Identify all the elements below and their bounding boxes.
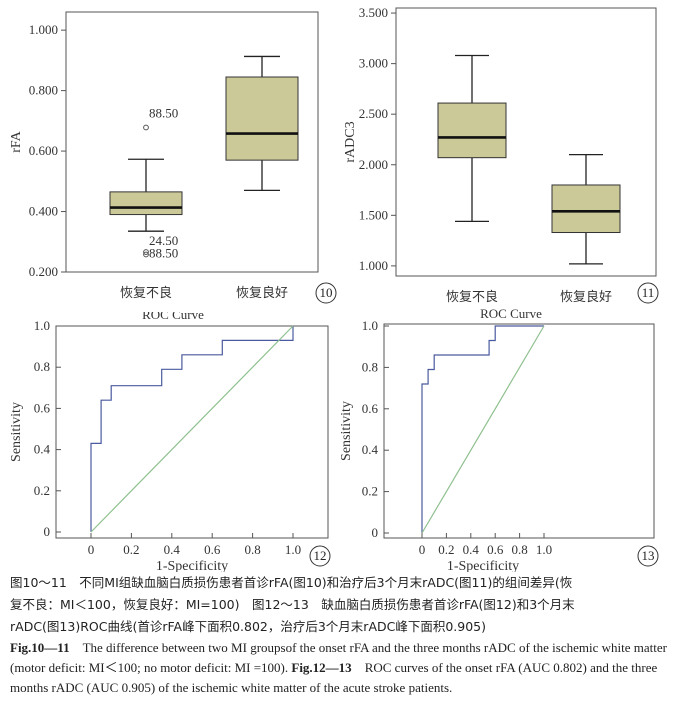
- x-tick-label: 0.2: [123, 542, 139, 557]
- caption-zh-line-1: 图10～11 不同MI组缺血脑白质损伤患者首诊rFA(图10)和治疗后3个月末r…: [10, 575, 573, 590]
- panel-number: 12: [314, 548, 327, 563]
- y-tick-label: 0.4: [34, 442, 51, 457]
- caption-en-fig-label-2: Fig.12—13: [291, 660, 352, 675]
- y-tick-label: 0.8: [362, 359, 378, 374]
- y-tick-label: 1.0: [362, 318, 378, 333]
- boxplot-rfa-chart: 0.2000.4000.6000.8001.000rFA88.5024.5088…: [9, 11, 337, 304]
- x-axis-title: ROC Curve: [480, 306, 542, 321]
- reference-diagonal-line: [421, 325, 545, 534]
- x-tick-label: 1.0: [285, 542, 301, 557]
- x-category-label: 恢复不良: [446, 289, 498, 305]
- x-category-label: 恢复良好: [560, 289, 612, 305]
- roc-curve-line: [421, 325, 544, 533]
- x-tick-label: 0.6: [487, 542, 504, 557]
- y-tick-label: 1.500: [359, 207, 388, 222]
- y-tick-label: 0.200: [29, 264, 58, 279]
- y-tick-label: 0: [44, 524, 51, 539]
- y-tick-label: 3.000: [359, 56, 388, 71]
- y-tick-label: 1.0: [34, 318, 50, 333]
- chart-title: ROC Curve: [142, 312, 204, 322]
- y-tick-label: 1.000: [29, 22, 58, 37]
- x-tick-label: 0.4: [463, 542, 480, 557]
- caption-zh-line-2: 复不良：MI＜100，恢复良好：MI=100) 图12～13 缺血脑白质损伤患者…: [10, 597, 575, 612]
- outlier-label: 88.50: [149, 105, 178, 120]
- outlier-label: 24.50: [149, 233, 178, 248]
- y-tick-label: 2.000: [359, 157, 388, 172]
- roc-rfa-panel: 0 0 0.2 0.2 0.4 0.4 0.6 0.6 0.8 0.8 1.0 1.0 1-Specif…: [0, 312, 338, 572]
- box-iqr: [109, 191, 183, 216]
- y-tick-label: 0: [372, 525, 379, 540]
- box-iqr: [551, 184, 621, 234]
- roc-curve-line: [90, 326, 294, 532]
- y-tick-label: 0.600: [29, 143, 58, 158]
- y-tick-label: 0.4: [362, 442, 379, 457]
- figure-caption: 图10～11 不同MI组缺血脑白质损伤患者首诊rFA(图10)和治疗后3个月末r…: [10, 572, 670, 698]
- x-tick-label: 0.6: [204, 542, 221, 557]
- caption-en-fig-label-1: Fig.10—11: [10, 640, 70, 655]
- y-tick-label: 0.2: [362, 484, 378, 499]
- x-tick-label: 0.8: [511, 542, 527, 557]
- x-tick-label: 0: [88, 542, 95, 557]
- box-iqr: [437, 102, 507, 159]
- x-tick-label: 1.0: [536, 542, 552, 557]
- panel-number-circle: [637, 545, 659, 567]
- plot-frame: [65, 11, 319, 273]
- y-axis-label: Sensitivity: [339, 401, 354, 461]
- y-tick-label: 0.400: [29, 204, 58, 219]
- y-tick-label: 1.000: [359, 258, 388, 273]
- plot-frame: [395, 7, 657, 277]
- roc-radc-panel: 0 0 0.2 0.2 0.4 0.4 0.6 0.6 0.8 0.8 1.0 1.0 1-Specif…: [338, 312, 676, 572]
- caption-zh-line-3: rADC(图13)ROC曲线(首诊rFA峰下面积0.802，治疗后3个月末rAD…: [10, 619, 487, 634]
- caption-en-text-2: ROC curves of the onset rFA (AUC 0.802) …: [10, 660, 658, 695]
- roc-rfa-chart: 0 0 0.2 0.2 0.4 0.4 0.6 0.6 0.8 0.8 1.0 1.0 1-Specif…: [9, 312, 331, 572]
- panel-number-circle: [309, 545, 331, 567]
- x-category-label: 恢复不良: [120, 285, 172, 301]
- caption-en: Fig.10—11 The difference between two MI …: [10, 638, 670, 698]
- outlier-label: 88.50: [149, 245, 178, 260]
- x-axis-label: 1-Specificity: [447, 559, 519, 572]
- y-tick-label: 0.2: [34, 483, 50, 498]
- y-tick-label: 2.500: [359, 106, 388, 121]
- boxplot-radc-panel: 1.000 1.500 2.000 2.500 3.000 3.500 rADC3 恢复不良 恢…: [338, 0, 676, 322]
- caption-en-text-1: The difference between two MI groupsof t…: [10, 640, 667, 675]
- roc-radc-chart: 0 0 0.2 0.2 0.4 0.4 0.6 0.6 0.8 0.8 1.0 1.0 1-Specif…: [339, 318, 659, 572]
- boxplot-rfa-panel: 0.200 0.400 0.600 0.800 1.000 rFA 88.50 24.50 88…: [0, 0, 338, 312]
- plot-frame: [383, 323, 655, 539]
- panel-number: 10: [320, 285, 333, 300]
- y-tick-label: 0.8: [34, 359, 50, 374]
- x-tick-label: 0.4: [164, 542, 181, 557]
- x-category-label: 恢复良好: [236, 285, 288, 301]
- y-tick-label: 3.500: [359, 5, 388, 20]
- x-tick-label: 0: [419, 542, 426, 557]
- panel-number: 13: [642, 548, 655, 563]
- y-axis-label: Sensitivity: [9, 402, 24, 462]
- outlier-point: [143, 124, 149, 131]
- plot-frame: [55, 325, 329, 539]
- panel-number-circle: [315, 282, 337, 304]
- boxplot-radc-chart: 1.000 1.500 2.000 2.500 3.000 3.500 rADC3 恢复不良 恢…: [343, 5, 659, 321]
- panel-number-circle: [637, 282, 659, 304]
- y-axis-label: rADC3: [343, 121, 358, 162]
- x-axis-label: 1-Specificity: [156, 559, 228, 572]
- outlier-point: [143, 249, 149, 255]
- y-axis-label: rFA: [9, 130, 24, 152]
- panel-number: 11: [642, 285, 655, 300]
- box-iqr: [225, 76, 299, 161]
- x-tick-label: 0.2: [438, 542, 454, 557]
- outlier-point: [143, 251, 149, 258]
- reference-diagonal-line: [90, 325, 294, 533]
- y-tick-label: 0.800: [29, 83, 58, 98]
- y-tick-label: 0.6: [34, 400, 51, 415]
- y-tick-label: 0.6: [362, 401, 379, 416]
- x-tick-label: 0.8: [244, 542, 260, 557]
